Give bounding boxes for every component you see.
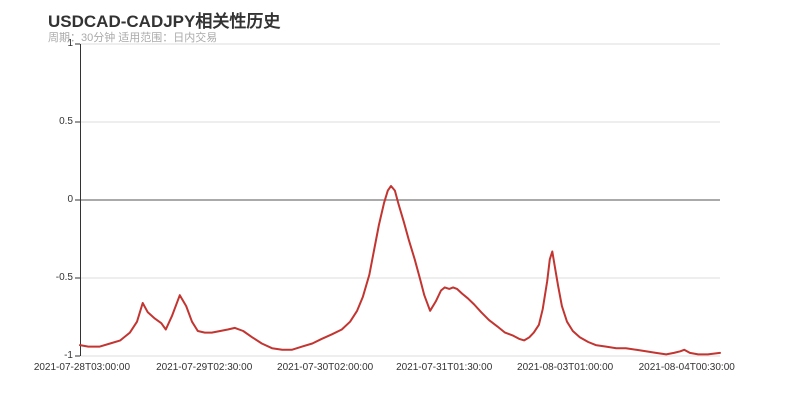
y-tick-label: 0 [67, 194, 73, 205]
y-tick-label: -1 [64, 350, 73, 361]
x-tick-label: 2021-07-28T03:00:00 [33, 362, 130, 373]
y-tick-label: 1 [67, 38, 73, 49]
x-tick-label: 2021-07-30T02:00:00 [277, 362, 374, 373]
chart-subtitle: 周期：30分钟 适用范围：日内交易 [48, 32, 218, 44]
y-tick-label: -0.5 [55, 272, 73, 283]
x-tick-label: 2021-08-03T01:00:00 [517, 362, 614, 373]
y-tick-label: 0.5 [59, 116, 73, 127]
x-tick-label: 2021-07-29T02:30:00 [156, 362, 253, 373]
chart-title: USDCAD-CADJPY相关性历史 [48, 12, 281, 31]
correlation-line [79, 185, 721, 356]
x-tick-label: 2021-08-04T00:30:00 [638, 362, 735, 373]
x-tick-label: 2021-07-31T01:30:00 [396, 362, 493, 373]
